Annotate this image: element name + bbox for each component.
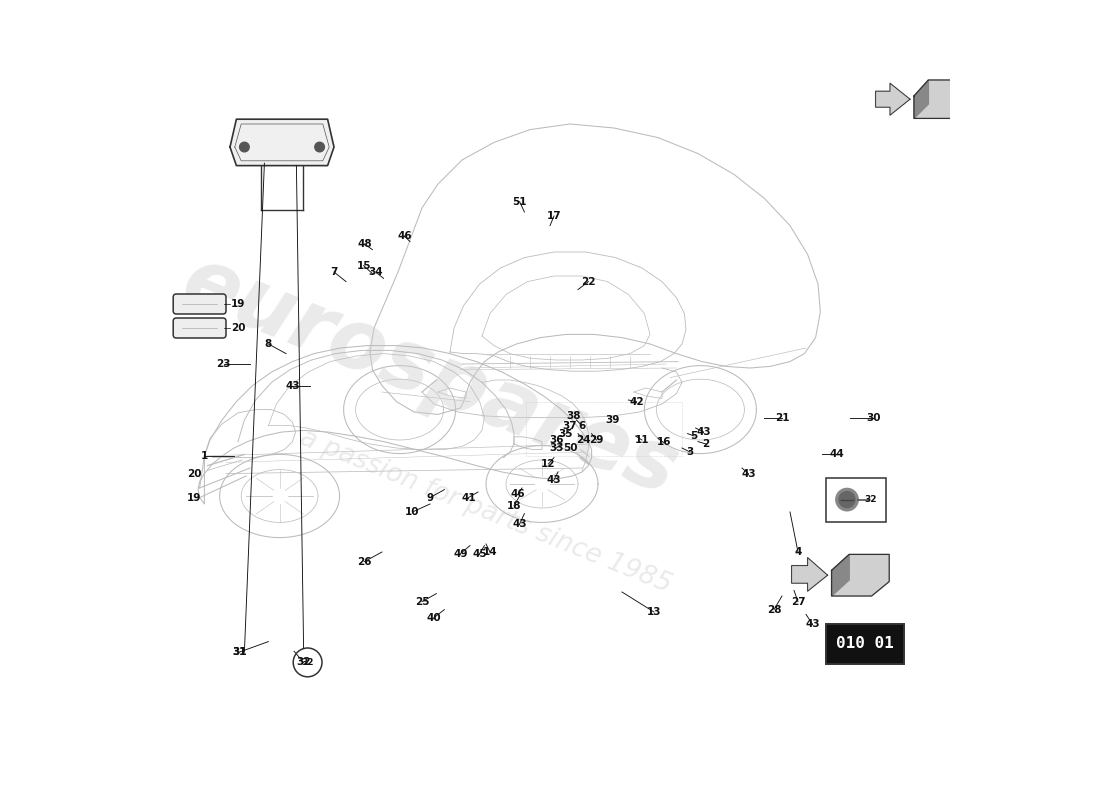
Polygon shape (832, 554, 889, 596)
Circle shape (836, 488, 858, 511)
Text: 50: 50 (563, 443, 578, 453)
Text: 48: 48 (358, 239, 372, 249)
Circle shape (240, 142, 250, 152)
Text: 11: 11 (635, 435, 649, 445)
Circle shape (315, 142, 324, 152)
Text: 25: 25 (415, 597, 429, 606)
Text: 18: 18 (507, 501, 521, 510)
Text: 43: 43 (547, 475, 561, 485)
Text: 32: 32 (296, 658, 311, 667)
Text: 43: 43 (696, 427, 711, 437)
Text: 24: 24 (576, 435, 591, 445)
Text: 43: 43 (741, 469, 756, 478)
Text: 51: 51 (513, 197, 527, 206)
Text: 23: 23 (217, 359, 231, 369)
Polygon shape (230, 119, 334, 166)
Text: 19: 19 (187, 493, 201, 502)
Text: 6: 6 (579, 421, 585, 430)
Text: 29: 29 (590, 435, 604, 445)
Text: 32: 32 (301, 658, 314, 667)
Text: 30: 30 (867, 413, 881, 422)
Text: 40: 40 (427, 613, 441, 622)
Text: 4: 4 (794, 547, 802, 557)
Text: 44: 44 (829, 450, 844, 459)
Text: 38: 38 (566, 411, 581, 421)
Text: 43: 43 (285, 381, 299, 390)
Text: 39: 39 (605, 415, 619, 425)
Text: 3: 3 (686, 447, 694, 457)
Text: 28: 28 (767, 605, 781, 614)
Text: 12: 12 (541, 459, 556, 469)
Text: 31: 31 (232, 647, 246, 657)
Polygon shape (876, 83, 910, 115)
Text: 41: 41 (461, 493, 475, 502)
Text: 010 01: 010 01 (836, 637, 894, 651)
Text: 46: 46 (510, 490, 526, 499)
Text: 19: 19 (231, 299, 245, 309)
Circle shape (839, 491, 855, 508)
FancyBboxPatch shape (173, 318, 225, 338)
Text: 2: 2 (703, 439, 710, 449)
Text: 1: 1 (201, 451, 208, 461)
Text: 33: 33 (549, 443, 563, 453)
Polygon shape (914, 80, 966, 118)
Text: 42: 42 (629, 397, 644, 406)
Text: 31: 31 (232, 647, 246, 657)
Text: 43: 43 (513, 519, 527, 529)
Text: 49: 49 (453, 549, 468, 558)
Text: 8: 8 (265, 339, 272, 349)
Text: 20: 20 (231, 323, 245, 333)
Text: 7: 7 (330, 267, 338, 277)
FancyBboxPatch shape (826, 478, 886, 522)
Polygon shape (832, 554, 849, 596)
FancyBboxPatch shape (826, 624, 904, 664)
Polygon shape (792, 558, 827, 591)
Text: 34: 34 (368, 267, 383, 277)
FancyBboxPatch shape (173, 294, 225, 314)
Text: 45: 45 (472, 549, 487, 558)
Text: 15: 15 (356, 261, 371, 270)
Text: 17: 17 (547, 211, 561, 221)
Text: 9: 9 (427, 493, 433, 502)
Text: 5: 5 (691, 431, 697, 441)
Text: 27: 27 (791, 597, 805, 606)
Text: 32: 32 (865, 495, 878, 504)
Text: 36: 36 (549, 435, 563, 445)
Text: 46: 46 (397, 231, 411, 241)
Text: 14: 14 (483, 547, 497, 557)
Text: 35: 35 (559, 429, 573, 438)
Text: a passion for parts since 1985: a passion for parts since 1985 (296, 426, 675, 598)
Text: 20: 20 (187, 469, 201, 478)
Text: 21: 21 (774, 413, 790, 422)
Text: 22: 22 (581, 277, 596, 286)
Polygon shape (914, 80, 928, 118)
Text: 37: 37 (563, 421, 578, 430)
Text: 16: 16 (657, 438, 671, 447)
Text: 43: 43 (805, 619, 820, 629)
Text: 13: 13 (647, 607, 661, 617)
Text: 10: 10 (405, 507, 420, 517)
Text: 26: 26 (358, 557, 372, 566)
Text: eurospares: eurospares (170, 240, 690, 512)
